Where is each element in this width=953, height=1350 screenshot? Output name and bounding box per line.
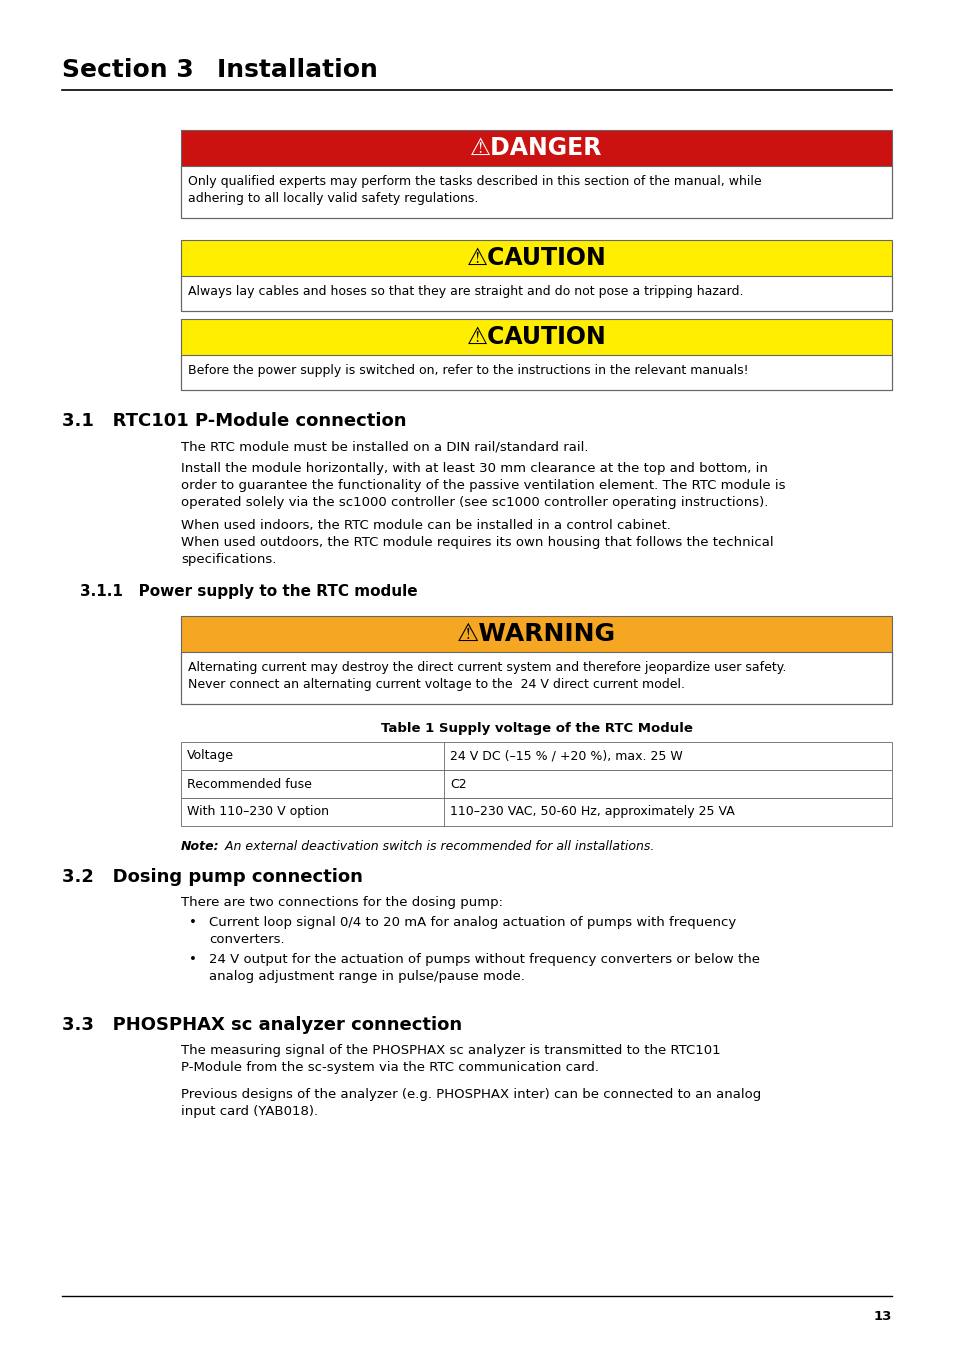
Text: ⚠CAUTION: ⚠CAUTION <box>466 246 606 270</box>
Text: analog adjustment range in pulse/pause mode.: analog adjustment range in pulse/pause m… <box>209 971 524 983</box>
Text: •: • <box>189 917 196 929</box>
Bar <box>181 769 891 798</box>
Bar <box>181 319 891 390</box>
Text: 24 V output for the actuation of pumps without frequency converters or below the: 24 V output for the actuation of pumps w… <box>209 953 760 967</box>
Bar <box>181 240 891 275</box>
Text: P-Module from the sc-system via the RTC communication card.: P-Module from the sc-system via the RTC … <box>181 1061 598 1075</box>
Text: input card (YAB018).: input card (YAB018). <box>181 1106 317 1118</box>
Bar <box>181 616 891 703</box>
Text: With 110–230 V option: With 110–230 V option <box>187 806 329 818</box>
Text: Current loop signal 0/4 to 20 mA for analog actuation of pumps with frequency: Current loop signal 0/4 to 20 mA for ana… <box>209 917 736 929</box>
Bar <box>181 319 891 355</box>
Text: 3.3   PHOSPHAX sc analyzer connection: 3.3 PHOSPHAX sc analyzer connection <box>62 1017 461 1034</box>
Bar <box>181 798 891 826</box>
Text: There are two connections for the dosing pump:: There are two connections for the dosing… <box>181 896 502 909</box>
Text: Section 3: Section 3 <box>62 58 193 82</box>
Text: operated solely via the sc1000 controller (see sc1000 controller operating instr: operated solely via the sc1000 controlle… <box>181 495 767 509</box>
Text: ⚠WARNING: ⚠WARNING <box>456 622 616 647</box>
Text: Installation: Installation <box>182 58 377 82</box>
Text: specifications.: specifications. <box>181 554 276 566</box>
Bar <box>181 166 891 217</box>
Bar <box>181 743 891 770</box>
Text: 13: 13 <box>873 1310 891 1323</box>
Text: adhering to all locally valid safety regulations.: adhering to all locally valid safety reg… <box>188 192 477 205</box>
Bar <box>181 652 891 703</box>
Text: C2: C2 <box>450 778 466 791</box>
Bar <box>181 240 891 310</box>
Text: 3.1.1   Power supply to the RTC module: 3.1.1 Power supply to the RTC module <box>80 585 417 599</box>
Text: Only qualified experts may perform the tasks described in this section of the ma: Only qualified experts may perform the t… <box>188 176 760 188</box>
Text: An external deactivation switch is recommended for all installations.: An external deactivation switch is recom… <box>221 840 654 853</box>
Text: ⚠CAUTION: ⚠CAUTION <box>466 325 606 350</box>
Text: Install the module horizontally, with at least 30 mm clearance at the top and bo: Install the module horizontally, with at… <box>181 462 767 475</box>
Bar <box>181 130 891 166</box>
Text: Table 1 Supply voltage of the RTC Module: Table 1 Supply voltage of the RTC Module <box>380 722 692 734</box>
Text: The measuring signal of the PHOSPHAX sc analyzer is transmitted to the RTC101: The measuring signal of the PHOSPHAX sc … <box>181 1044 720 1057</box>
Text: Note:: Note: <box>181 840 219 853</box>
Text: order to guarantee the functionality of the passive ventilation element. The RTC: order to guarantee the functionality of … <box>181 479 784 491</box>
Text: When used indoors, the RTC module can be installed in a control cabinet.: When used indoors, the RTC module can be… <box>181 518 670 532</box>
Text: converters.: converters. <box>209 933 284 946</box>
Bar <box>181 130 891 217</box>
Text: Never connect an alternating current voltage to the  24 V direct current model.: Never connect an alternating current vol… <box>188 678 684 691</box>
Text: Previous designs of the analyzer (e.g. PHOSPHAX inter) can be connected to an an: Previous designs of the analyzer (e.g. P… <box>181 1088 760 1102</box>
Text: When used outdoors, the RTC module requires its own housing that follows the tec: When used outdoors, the RTC module requi… <box>181 536 773 549</box>
Text: 3.2   Dosing pump connection: 3.2 Dosing pump connection <box>62 868 362 886</box>
Bar <box>181 616 891 652</box>
Text: Alternating current may destroy the direct current system and therefore jeopardi: Alternating current may destroy the dire… <box>188 662 785 674</box>
Text: Always lay cables and hoses so that they are straight and do not pose a tripping: Always lay cables and hoses so that they… <box>188 285 742 298</box>
Text: Before the power supply is switched on, refer to the instructions in the relevan: Before the power supply is switched on, … <box>188 364 748 377</box>
Text: 24 V DC (–15 % / +20 %), max. 25 W: 24 V DC (–15 % / +20 %), max. 25 W <box>450 749 682 763</box>
Text: 110–230 VAC, 50-60 Hz, approximately 25 VA: 110–230 VAC, 50-60 Hz, approximately 25 … <box>450 806 734 818</box>
Text: 3.1   RTC101 P-Module connection: 3.1 RTC101 P-Module connection <box>62 412 406 431</box>
Text: ⚠DANGER: ⚠DANGER <box>470 136 602 161</box>
Text: The RTC module must be installed on a DIN rail/standard rail.: The RTC module must be installed on a DI… <box>181 440 588 454</box>
Text: Voltage: Voltage <box>187 749 233 763</box>
Text: Recommended fuse: Recommended fuse <box>187 778 312 791</box>
Text: •: • <box>189 953 196 967</box>
Bar <box>181 275 891 310</box>
Bar <box>181 355 891 390</box>
